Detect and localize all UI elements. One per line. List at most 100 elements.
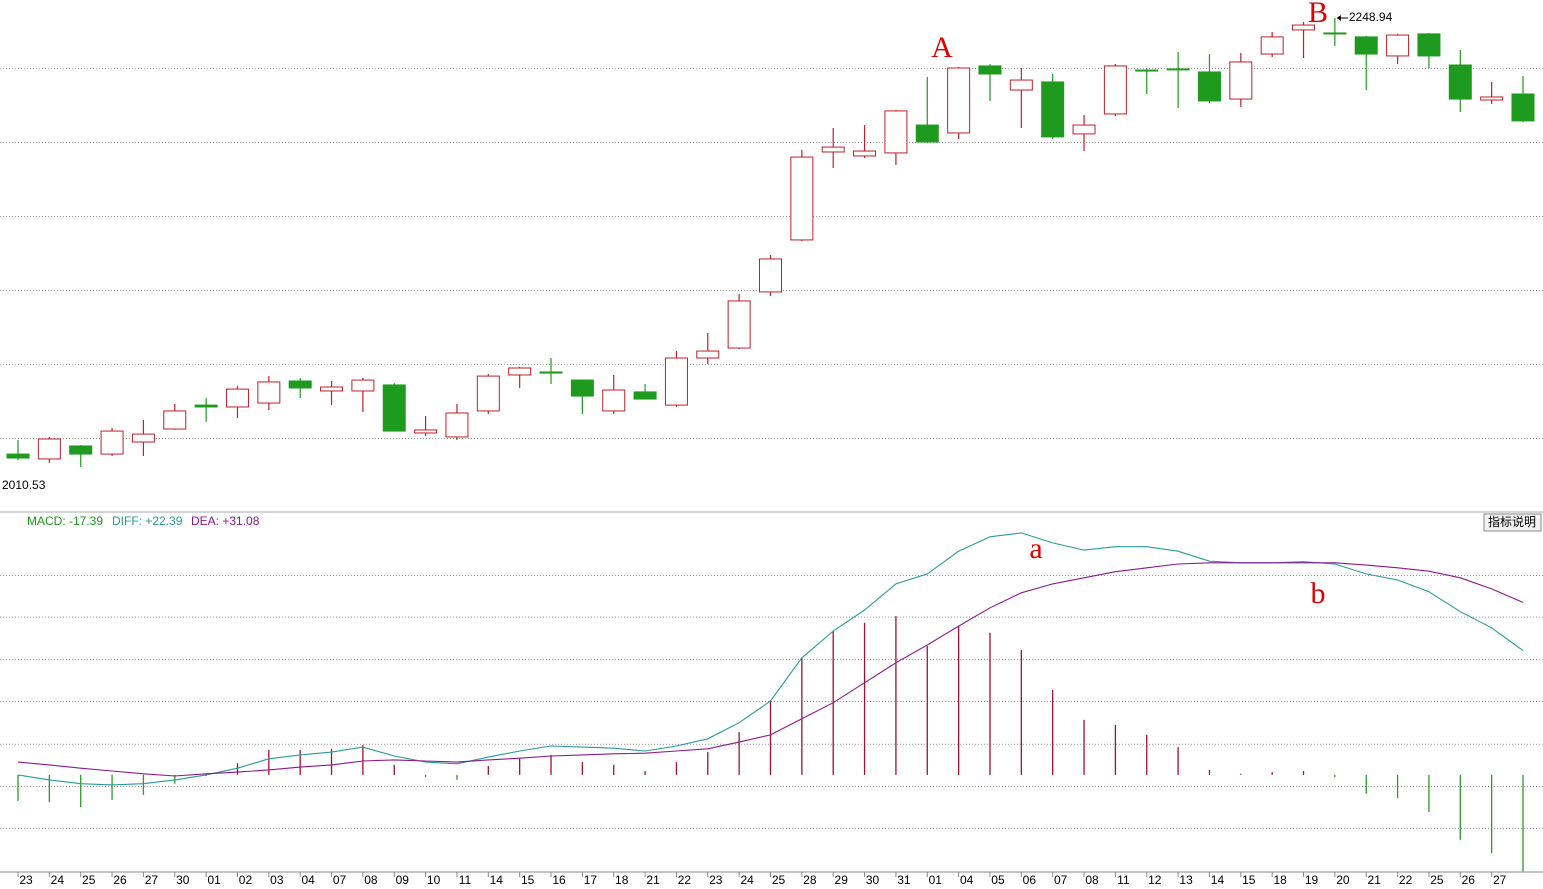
candle-body xyxy=(194,404,218,408)
x-tick-label: 29 xyxy=(835,873,849,887)
candle-body xyxy=(225,388,249,408)
x-tick-label: 26 xyxy=(113,873,127,887)
x-tick-label: 14 xyxy=(1211,873,1225,887)
candle-body xyxy=(320,386,344,392)
x-tick-label: 18 xyxy=(615,873,629,887)
x-tick-label: 24 xyxy=(51,873,65,887)
x-tick-label: 15 xyxy=(521,873,535,887)
x-tick-label: 17 xyxy=(584,873,598,887)
candle-body xyxy=(633,391,657,400)
candle-body xyxy=(664,357,688,406)
candle-body xyxy=(1009,79,1033,91)
candle-body xyxy=(602,389,626,412)
min-label: 2010.53 xyxy=(2,478,46,492)
candle-body xyxy=(539,371,563,374)
annotation: b xyxy=(1311,577,1326,610)
x-tick-label: 18 xyxy=(1273,873,1287,887)
x-tick-label: 04 xyxy=(960,873,974,887)
annotation: B xyxy=(1308,0,1328,29)
annotation: a xyxy=(1029,532,1042,565)
candle-body xyxy=(790,156,814,241)
x-tick-label: 07 xyxy=(333,873,347,887)
x-tick-label: 02 xyxy=(239,873,253,887)
x-tick-label: 25 xyxy=(1430,873,1444,887)
x-tick-label: 31 xyxy=(897,873,911,887)
candle-body xyxy=(508,367,532,376)
x-tick-label: 09 xyxy=(396,873,410,887)
x-tick-label: 23 xyxy=(709,873,723,887)
legend-entry: DIFF: +22.39 xyxy=(112,514,183,528)
candle-body xyxy=(1197,71,1221,102)
x-tick-label: 30 xyxy=(176,873,190,887)
x-tick-label: 26 xyxy=(1462,873,1476,887)
candle-body xyxy=(257,381,281,404)
candle-body xyxy=(1386,34,1410,57)
x-tick-label: 04 xyxy=(302,873,316,887)
x-tick-label: 14 xyxy=(490,873,504,887)
x-tick-label: 01 xyxy=(207,873,221,887)
candle-body xyxy=(1135,69,1159,72)
x-tick-label: 16 xyxy=(552,873,566,887)
x-tick-label: 25 xyxy=(772,873,786,887)
candle-body xyxy=(1323,32,1347,35)
x-tick-label: 10 xyxy=(427,873,441,887)
x-tick-label: 07 xyxy=(1054,873,1068,887)
candle-body xyxy=(69,445,93,455)
candle-body xyxy=(570,379,594,397)
candle-body xyxy=(696,350,720,359)
candle-body xyxy=(6,453,30,459)
candle-body xyxy=(476,375,500,412)
x-tick-label: 28 xyxy=(803,873,817,887)
candle-body xyxy=(1354,36,1378,55)
x-tick-label: 08 xyxy=(364,873,378,887)
candle-body xyxy=(947,67,971,134)
x-tick-label: 12 xyxy=(1148,873,1162,887)
x-tick-label: 03 xyxy=(270,873,284,887)
x-tick-label: 08 xyxy=(1085,873,1099,887)
help-button[interactable] xyxy=(1483,513,1542,532)
candle-body xyxy=(1166,68,1190,71)
candle-body xyxy=(100,430,124,455)
x-tick-label: 24 xyxy=(740,873,754,887)
candle-body xyxy=(759,258,782,293)
max-label: 2248.94 xyxy=(1349,10,1393,24)
candle-body xyxy=(978,65,1002,75)
x-tick-label: 20 xyxy=(1336,873,1350,887)
candle-body xyxy=(1072,124,1096,135)
candle-body xyxy=(853,150,877,157)
x-tick-label: 30 xyxy=(866,873,880,887)
candle-body xyxy=(445,412,469,438)
candle-body xyxy=(1448,64,1472,100)
x-tick-label: 25 xyxy=(82,873,96,887)
candle-body xyxy=(131,433,155,443)
help-button-label[interactable]: 指标说明 xyxy=(1488,514,1536,529)
candle-body xyxy=(1041,81,1065,138)
annotation: A xyxy=(931,31,953,64)
candle-body xyxy=(915,124,939,143)
candle-body xyxy=(288,380,312,389)
x-tick-label: 11 xyxy=(459,873,472,887)
candle-body xyxy=(727,300,751,349)
x-tick-label: 22 xyxy=(1399,873,1413,887)
candle-body xyxy=(37,438,61,460)
x-tick-label: 05 xyxy=(991,873,1005,887)
candle-body xyxy=(821,146,845,153)
candle-body xyxy=(1292,24,1316,31)
x-tick-label: 01 xyxy=(929,873,943,887)
candle-body xyxy=(1511,93,1535,122)
x-tick-label: 15 xyxy=(1242,873,1256,887)
x-tick-label: 23 xyxy=(19,873,33,887)
x-tick-label: 06 xyxy=(1023,873,1037,887)
x-tick-label: 21 xyxy=(1368,873,1382,887)
candle-body xyxy=(884,110,908,154)
candle-body xyxy=(351,379,375,392)
x-tick-label: 21 xyxy=(646,873,660,887)
candle-body xyxy=(414,429,438,434)
x-tick-label: 27 xyxy=(145,873,159,887)
candle-body xyxy=(1229,61,1253,100)
candle-body xyxy=(163,410,187,430)
macd-line xyxy=(17,562,1524,777)
legend-entry: DEA: +31.08 xyxy=(191,514,260,528)
